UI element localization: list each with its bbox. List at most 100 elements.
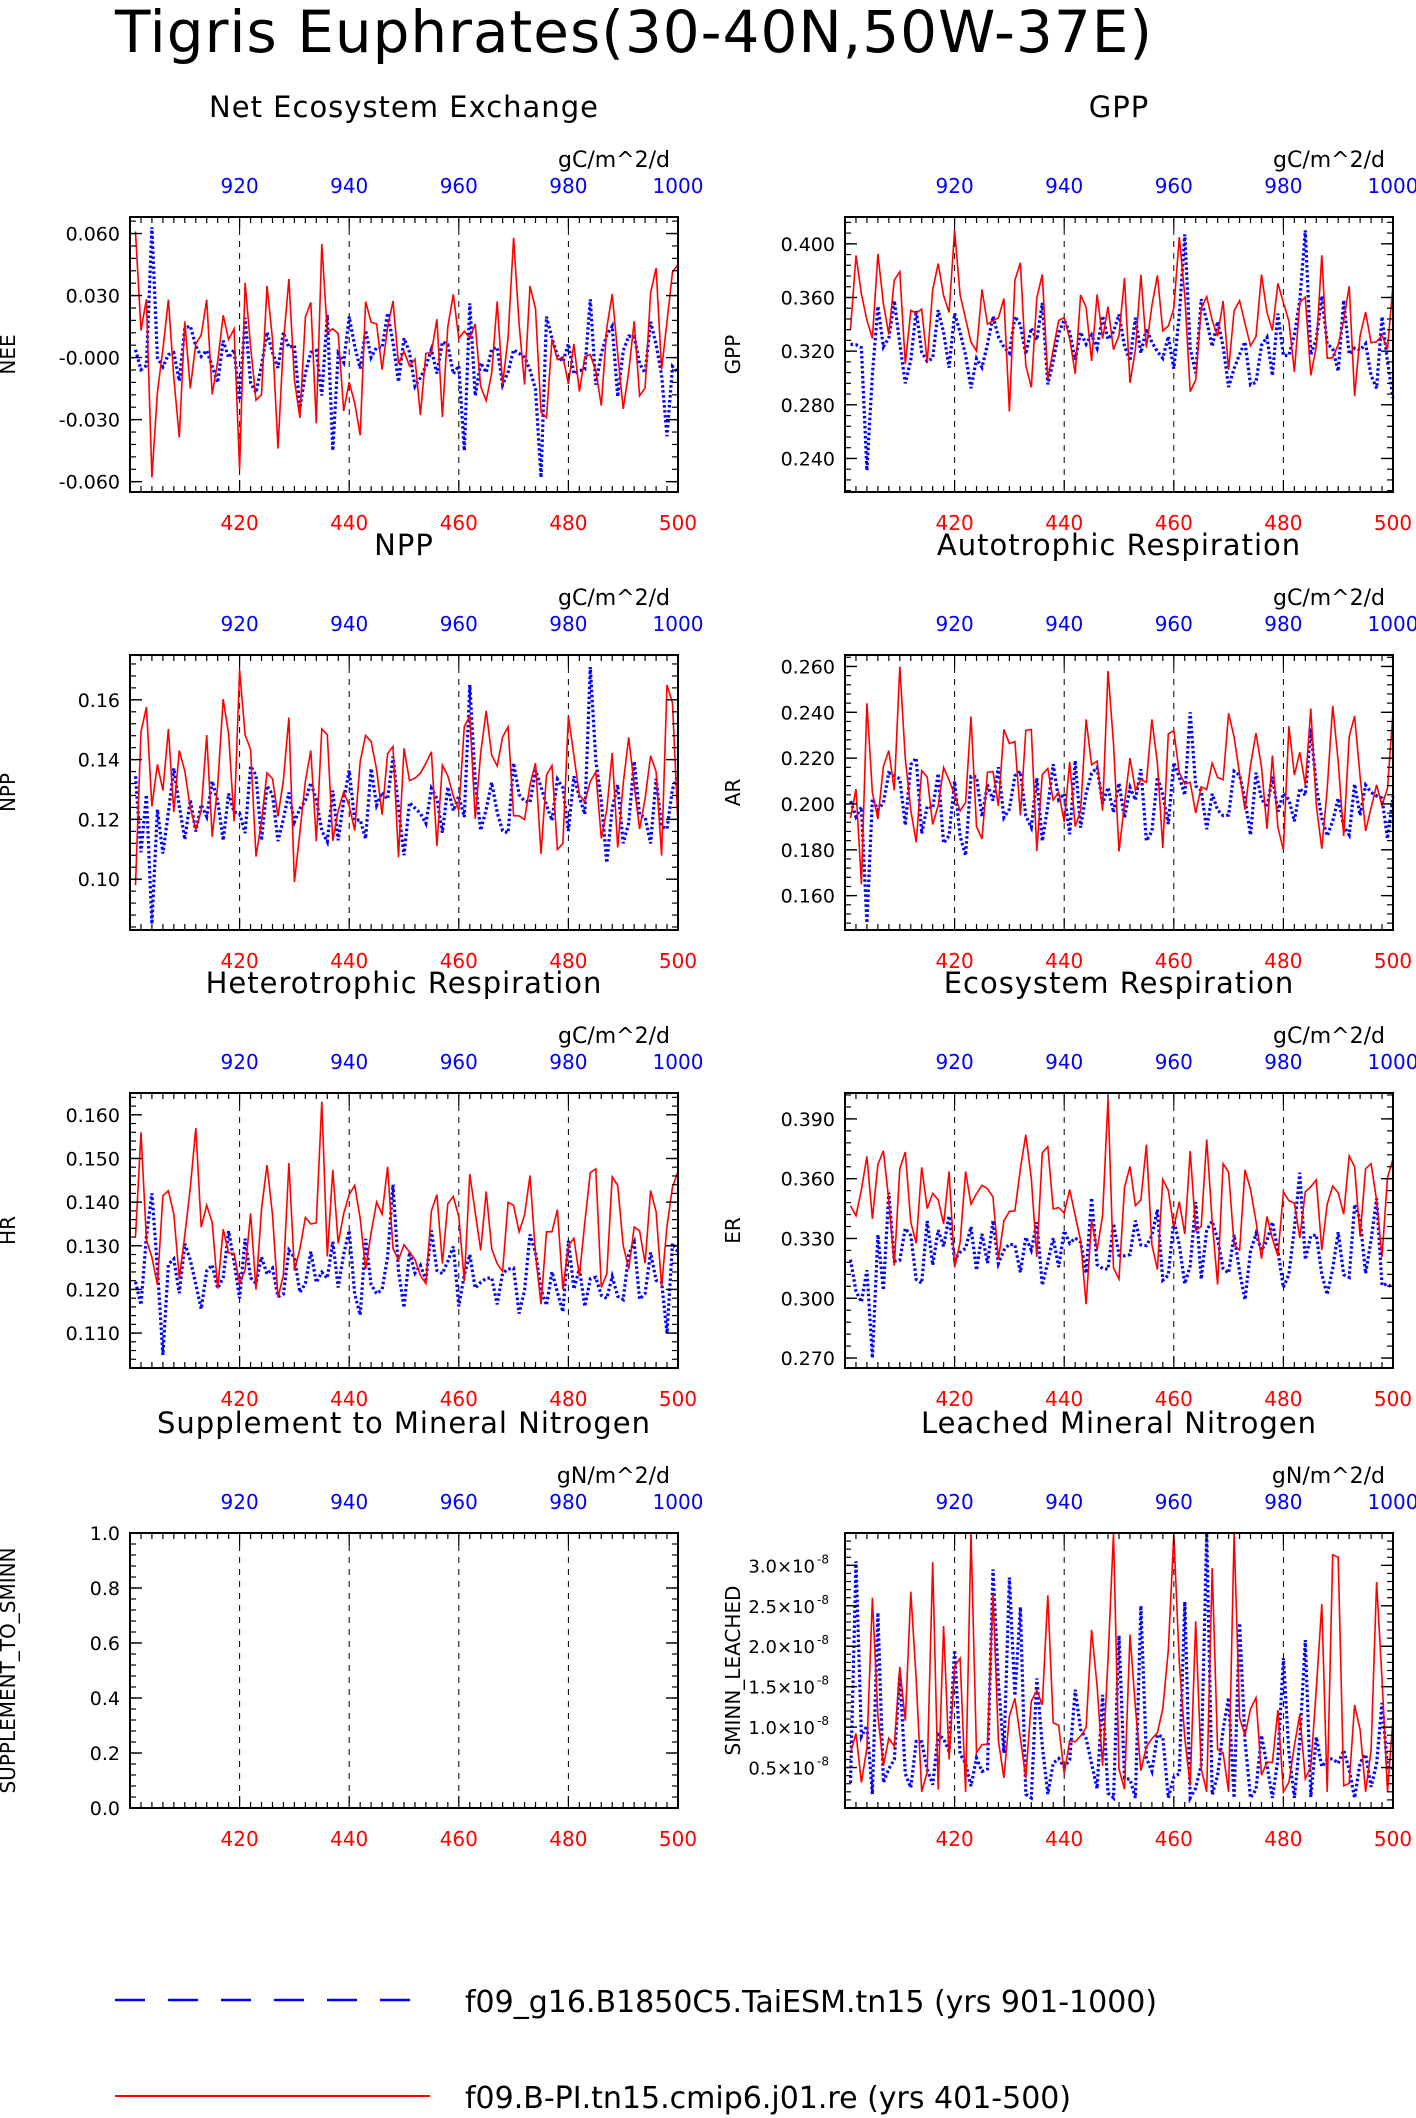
panel-6: Supplement to Mineral Nitrogen gN/m^2/d 42… — [0, 1406, 703, 1851]
y-tick-label: 1.0×10 — [748, 1718, 815, 1739]
y-tick-label: 0.390 — [781, 1109, 835, 1131]
panel-0: Net Ecosystem Exchange gC/m^2/d 420 440 460 4… — [0, 90, 703, 535]
y-tick-label: 0.260 — [781, 656, 835, 678]
y-tick-label: 1.0 — [90, 1523, 120, 1545]
y-tick-label: 0.030 — [66, 286, 120, 308]
x-tick-label: 440 — [330, 511, 368, 535]
x-tick-label: 500 — [659, 1387, 697, 1411]
x-tick-label: 420 — [936, 1387, 974, 1411]
y-tick-exponent: -8 — [817, 1633, 829, 1647]
x-tick-label: 480 — [549, 1827, 587, 1851]
x-tick-label: 420 — [936, 511, 974, 535]
x-tick-label: 440 — [1045, 1387, 1083, 1411]
series-line-1 — [134, 669, 679, 886]
x-tick-label: 440 — [1045, 1827, 1083, 1851]
y-axis-label: SMINN_LEACHED — [721, 1586, 745, 1756]
series-line-0 — [848, 1532, 1394, 1804]
top-tick-label: 940 — [330, 1490, 368, 1514]
x-tick-label: 460 — [1155, 1827, 1193, 1851]
y-tick-label: 0.150 — [66, 1148, 120, 1170]
panels-group: Net Ecosystem Exchange gC/m^2/d 420 440 460 4… — [0, 90, 1416, 1851]
top-tick-label: 920 — [221, 612, 259, 636]
top-tick-label: 1000 — [1368, 174, 1416, 198]
y-tick-label: 0.280 — [781, 395, 835, 417]
x-tick-label: 420 — [221, 511, 259, 535]
top-tick-label: 940 — [330, 1050, 368, 1074]
top-tick-label: 960 — [440, 174, 478, 198]
top-tick-label: 960 — [1155, 1490, 1193, 1514]
y-tick-label: 0.12 — [78, 809, 120, 831]
plot-frame — [129, 1532, 679, 1809]
y-axis-label: NEE — [0, 334, 20, 374]
y-tick-label: 0.5×10 — [748, 1759, 815, 1780]
top-tick-label: 920 — [936, 174, 974, 198]
x-tick-label: 460 — [440, 949, 478, 973]
y-tick-label: 0.360 — [781, 287, 835, 309]
panel-title: NPP — [374, 528, 434, 562]
top-tick-label: 920 — [936, 1050, 974, 1074]
units-label: gC/m^2/d — [1273, 1024, 1385, 1049]
y-tick-label: 0.16 — [78, 690, 120, 712]
top-tick-label: 980 — [549, 1050, 587, 1074]
series-line-1 — [134, 1101, 679, 1305]
panel-5: Ecosystem Respiration gC/m^2/d 420 440 460 48… — [721, 966, 1416, 1411]
y-tick-label: 0.360 — [781, 1169, 835, 1191]
y-tick-label: 0.320 — [781, 341, 835, 363]
x-tick-label: 480 — [549, 511, 587, 535]
y-tick-label: -0.030 — [59, 410, 120, 432]
plot-frame — [844, 654, 1394, 931]
y-tick-exponent: -8 — [817, 1552, 829, 1566]
series-line-1 — [849, 1098, 1394, 1305]
y-tick-label: 0.6 — [90, 1633, 120, 1655]
y-tick-label: -0.000 — [59, 348, 120, 370]
x-tick-label: 500 — [1374, 1827, 1412, 1851]
top-tick-label: 960 — [1155, 612, 1193, 636]
x-tick-label: 460 — [1155, 511, 1193, 535]
x-tick-label: 480 — [1264, 511, 1302, 535]
y-tick-label: 0.160 — [66, 1105, 120, 1127]
y-tick-label: 0.200 — [781, 794, 835, 816]
units-label: gC/m^2/d — [1273, 586, 1385, 611]
x-tick-label: 500 — [659, 949, 697, 973]
x-tick-label: 460 — [1155, 1387, 1193, 1411]
top-tick-label: 920 — [936, 612, 974, 636]
y-tick-label: 0.220 — [781, 748, 835, 770]
series-line-0 — [848, 1172, 1394, 1359]
y-tick-label: 0.120 — [66, 1279, 120, 1301]
panel-title: GPP — [1089, 90, 1149, 124]
y-tick-label: 3.0×10 — [748, 1556, 815, 1577]
x-tick-label: 480 — [1264, 1827, 1302, 1851]
y-axis-label: HR — [0, 1216, 20, 1245]
legend-label-red: f09.B-PI.tn15.cmip6.j01.re (yrs 401-500) — [465, 2081, 1071, 2116]
series-line-1 — [849, 666, 1394, 885]
x-tick-label: 440 — [1045, 949, 1083, 973]
top-tick-label: 1000 — [653, 1490, 704, 1514]
top-tick-label: 940 — [1045, 1050, 1083, 1074]
y-tick-label: 0.180 — [781, 840, 835, 862]
x-tick-label: 420 — [221, 1827, 259, 1851]
top-tick-label: 1000 — [1368, 1050, 1416, 1074]
y-axis-label: NPP — [0, 773, 20, 812]
panel-title: Supplement to Mineral Nitrogen — [157, 1406, 651, 1440]
x-tick-label: 460 — [1155, 949, 1193, 973]
units-label: gC/m^2/d — [558, 148, 670, 173]
y-tick-label: 0.240 — [781, 702, 835, 724]
top-tick-label: 1000 — [1368, 1490, 1416, 1514]
plot-frame — [129, 216, 679, 493]
x-tick-label: 500 — [1374, 511, 1412, 535]
x-tick-label: 500 — [1374, 949, 1412, 973]
panel-2: NPP gC/m^2/d 420 440 460 480 500 920 940 960 980 10… — [0, 528, 703, 973]
top-tick-label: 940 — [1045, 174, 1083, 198]
y-tick-exponent: -8 — [817, 1714, 829, 1728]
panel-title: Autotrophic Respiration — [937, 528, 1301, 562]
y-tick-label: 0.14 — [78, 750, 120, 772]
x-tick-label: 420 — [936, 949, 974, 973]
y-tick-label: 0.10 — [78, 869, 120, 891]
top-tick-label: 960 — [1155, 174, 1193, 198]
panel-1: GPP gC/m^2/d 420 440 460 480 500 920 940 960 980 10… — [721, 90, 1416, 535]
y-tick-label: 0.0 — [90, 1798, 120, 1820]
series-line-0 — [133, 227, 680, 478]
x-tick-label: 480 — [549, 949, 587, 973]
page-title: Tigris Euphrates(30-40N,50W-37E) — [114, 0, 1153, 66]
top-tick-label: 980 — [1264, 1050, 1302, 1074]
